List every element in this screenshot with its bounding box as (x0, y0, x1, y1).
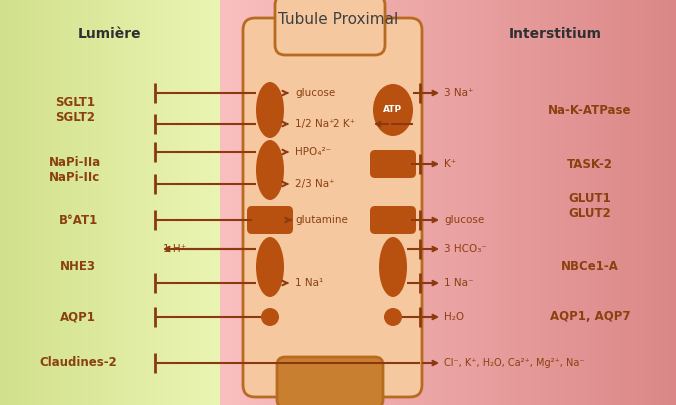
Text: 2 K⁺: 2 K⁺ (333, 119, 355, 129)
FancyBboxPatch shape (243, 18, 422, 397)
Text: GLUT1
GLUT2: GLUT1 GLUT2 (569, 192, 611, 220)
FancyBboxPatch shape (370, 150, 416, 178)
Text: NaPi-IIa
NaPi-IIc: NaPi-IIa NaPi-IIc (49, 156, 101, 184)
Ellipse shape (384, 308, 402, 326)
Text: 3 Na⁺: 3 Na⁺ (444, 88, 473, 98)
Text: 1 Na¹: 1 Na¹ (295, 278, 323, 288)
Text: HPO₄²⁻: HPO₄²⁻ (295, 147, 331, 157)
Text: NHE3: NHE3 (60, 260, 96, 273)
Text: 1 Na⁻: 1 Na⁻ (444, 278, 473, 288)
Text: B°AT1: B°AT1 (58, 213, 97, 226)
Text: TASK-2: TASK-2 (567, 158, 613, 171)
Text: NBCe1-A: NBCe1-A (561, 260, 619, 273)
Text: glucose: glucose (295, 88, 335, 98)
Ellipse shape (373, 84, 413, 136)
FancyBboxPatch shape (370, 206, 416, 234)
Text: Na-K-ATPase: Na-K-ATPase (548, 104, 632, 117)
Text: K⁺: K⁺ (444, 159, 456, 169)
FancyBboxPatch shape (275, 0, 385, 55)
Text: Interstitium: Interstitium (508, 27, 602, 41)
Text: 1 H⁺: 1 H⁺ (163, 244, 186, 254)
Ellipse shape (256, 140, 284, 200)
Ellipse shape (256, 82, 284, 138)
Ellipse shape (379, 237, 407, 297)
FancyBboxPatch shape (277, 357, 383, 405)
Text: Claudines-2: Claudines-2 (39, 356, 117, 369)
Text: H₂O: H₂O (444, 312, 464, 322)
Text: Cl⁻, K⁺, H₂O, Ca²⁺, Mg²⁺, Na⁻: Cl⁻, K⁺, H₂O, Ca²⁺, Mg²⁺, Na⁻ (444, 358, 585, 368)
Text: 1/2 Na⁺: 1/2 Na⁺ (295, 119, 335, 129)
Text: Lumière: Lumière (78, 27, 142, 41)
Ellipse shape (256, 237, 284, 297)
Text: AQP1, AQP7: AQP1, AQP7 (550, 311, 630, 324)
Text: ATP: ATP (383, 105, 403, 115)
Text: 2/3 Na⁺: 2/3 Na⁺ (295, 179, 335, 189)
Text: AQP1: AQP1 (60, 311, 96, 324)
Ellipse shape (261, 308, 279, 326)
Text: Tubule Proximal: Tubule Proximal (278, 12, 398, 27)
Text: SGLT1
SGLT2: SGLT1 SGLT2 (55, 96, 95, 124)
Text: 3 HCO₃⁻: 3 HCO₃⁻ (444, 244, 487, 254)
FancyBboxPatch shape (247, 206, 293, 234)
Text: glutamine: glutamine (295, 215, 348, 225)
Text: glucose: glucose (444, 215, 484, 225)
